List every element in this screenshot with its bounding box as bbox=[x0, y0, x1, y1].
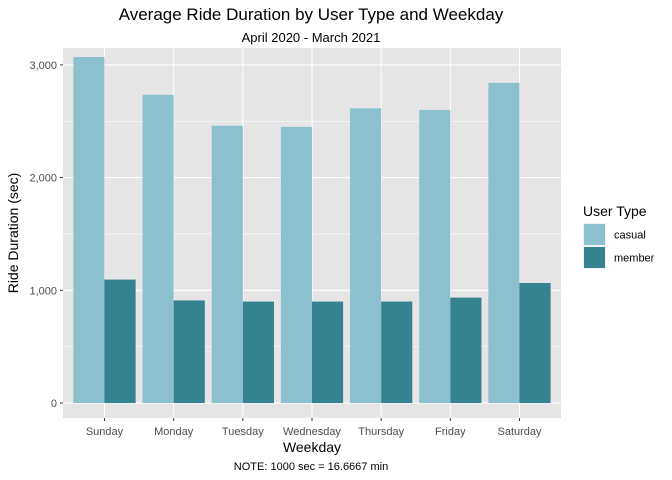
x-tick-label: Monday bbox=[154, 426, 194, 438]
bar-member-saturday bbox=[519, 282, 551, 403]
x-tick-label: Wednesday bbox=[283, 426, 341, 438]
bar-member-sunday bbox=[104, 279, 136, 403]
bar-casual-wednesday bbox=[280, 126, 312, 403]
bar-member-monday bbox=[173, 300, 205, 403]
x-tick-label: Thursday bbox=[358, 426, 404, 438]
y-axis-ticks: 0 1,000 2,000 3,000 bbox=[29, 60, 63, 410]
bar-casual-friday bbox=[419, 109, 451, 403]
chart-caption: NOTE: 1000 sec = 16.6667 min bbox=[234, 461, 388, 473]
legend-swatch-member bbox=[584, 247, 605, 268]
legend-swatch-casual bbox=[584, 224, 605, 245]
bar-casual-sunday bbox=[73, 57, 105, 404]
x-tick-label: Friday bbox=[435, 426, 466, 438]
chart-title: Average Ride Duration by User Type and W… bbox=[119, 5, 504, 24]
y-tick-label: 3,000 bbox=[29, 60, 57, 72]
bar-casual-thursday bbox=[350, 108, 382, 404]
bars bbox=[73, 57, 551, 404]
y-axis-title: Ride Duration (sec) bbox=[5, 173, 21, 294]
legend-items: casual member bbox=[583, 223, 655, 269]
legend-title: User Type bbox=[583, 203, 647, 219]
bar-member-friday bbox=[450, 297, 482, 403]
bar-casual-tuesday bbox=[211, 125, 243, 403]
y-tick-label: 0 bbox=[51, 398, 57, 410]
y-tick-label: 2,000 bbox=[29, 173, 57, 185]
bar-member-wednesday bbox=[312, 301, 344, 403]
x-tick-label: Saturday bbox=[497, 426, 542, 438]
y-tick-label: 1,000 bbox=[29, 285, 57, 297]
bar-member-thursday bbox=[381, 301, 413, 403]
legend: User Type casual member bbox=[583, 203, 655, 269]
x-tick-label: Sunday bbox=[86, 426, 124, 438]
chart-subtitle: April 2020 - March 2021 bbox=[242, 30, 381, 45]
bar-member-tuesday bbox=[242, 301, 274, 403]
x-axis-title: Weekday bbox=[283, 439, 341, 455]
bar-casual-saturday bbox=[488, 82, 520, 403]
legend-label-member: member bbox=[614, 253, 655, 265]
bar-casual-monday bbox=[142, 94, 174, 404]
x-axis-ticks: Sunday Monday Tuesday Wednesday Thursday Frid… bbox=[86, 418, 542, 438]
legend-label-casual: casual bbox=[614, 230, 646, 242]
x-tick-label: Tuesday bbox=[222, 426, 264, 438]
